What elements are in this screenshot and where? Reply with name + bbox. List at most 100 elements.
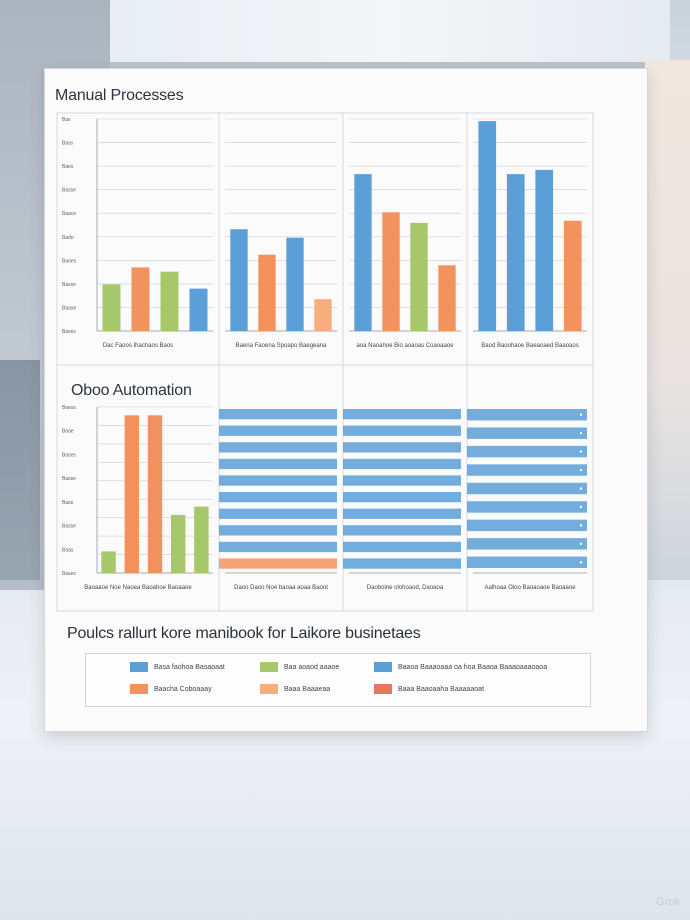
horizontal-bar xyxy=(343,508,461,519)
horizontal-bar xyxy=(343,475,461,486)
panel-caption: Baod Baoohaoe Baeaoaed Baaoaos xyxy=(481,343,578,349)
legend-swatch xyxy=(374,684,392,694)
horizontal-bar xyxy=(343,492,461,503)
bar xyxy=(438,265,456,331)
y-tick-label: Bases xyxy=(62,329,76,335)
chart-grid: Bases Baase Basse Banes Bado Baace Basse Baes Ba… xyxy=(56,112,594,612)
panel-caption: Baena Faoena Spoapo Baegeana xyxy=(236,343,327,349)
panel-caption: Aalhoaa Oloo Baoaoaoe Baoaaoe xyxy=(484,585,576,591)
legend-label: Baaa Baaaeaa xyxy=(284,685,331,693)
legend-swatch xyxy=(260,662,278,672)
section-title-automation: Oboo Automation xyxy=(71,382,192,399)
bar-marker xyxy=(579,468,583,472)
panel-caption: Daoboine olohoaod, Daoaoa xyxy=(367,585,444,591)
panel-caption: aoa Naoahoe Bio aoaoas Coaoaaoe xyxy=(356,343,454,349)
horizontal-bar xyxy=(219,541,337,553)
bar xyxy=(478,121,497,331)
horizontal-bar xyxy=(467,501,587,513)
bar-marker xyxy=(579,524,583,527)
horizontal-bar xyxy=(219,442,337,453)
y-tick-label: Bado xyxy=(62,235,74,241)
legend-label: Baaa Baaoaaha Baaaaaoat xyxy=(398,685,485,693)
y-tick-label: Basse xyxy=(62,188,76,194)
bar xyxy=(410,222,428,331)
y-tick-label: Baes xyxy=(62,164,74,170)
horizontal-bar xyxy=(343,541,461,553)
panel-caption: Dac Faoos Ihachaos Baos xyxy=(103,343,173,349)
legend-item: Baacha Coboaaay xyxy=(130,684,212,694)
bar xyxy=(102,284,121,331)
horizontal-bar xyxy=(343,525,461,536)
bar-marker xyxy=(579,413,583,416)
bar xyxy=(258,254,276,331)
horizontal-bar xyxy=(219,458,337,470)
bar xyxy=(101,551,116,573)
horizontal-bar xyxy=(343,458,461,470)
legend-item: Baa aoaod aaaoe xyxy=(260,662,339,672)
legend-label: Baaoa Baaaoaaa oa hoa Baaoa Baaaoaaaoaoa xyxy=(398,663,548,671)
horizontal-bar xyxy=(219,508,337,519)
legend-swatch xyxy=(260,684,278,694)
horizontal-bar xyxy=(219,409,337,420)
bar-marker xyxy=(579,561,583,564)
bar-marker xyxy=(579,450,583,453)
panel-frame-6 xyxy=(218,364,344,612)
background-window xyxy=(110,0,670,70)
horizontal-bar xyxy=(219,492,337,503)
bar xyxy=(160,271,179,331)
bar xyxy=(189,288,208,331)
horizontal-bar xyxy=(343,425,461,436)
horizontal-bar xyxy=(467,556,587,568)
bar xyxy=(382,212,400,331)
horizontal-bar xyxy=(219,558,337,569)
y-tick-label: Bases xyxy=(62,571,76,577)
y-tick-label: Basse xyxy=(62,476,76,482)
y-tick-label: Bas xyxy=(62,117,71,123)
legend-label: Baacha Coboaaay xyxy=(154,685,212,693)
legend-item: Baaa Baaoaaha Baaaaaoat xyxy=(374,684,484,694)
y-tick-label: Baae xyxy=(62,429,74,435)
legend-label: Baa aoaod aaaoe xyxy=(284,663,340,671)
horizontal-bar xyxy=(467,538,587,550)
bar xyxy=(131,267,150,331)
y-tick-label: Bass xyxy=(62,500,74,506)
horizontal-bar xyxy=(467,427,587,439)
horizontal-bar xyxy=(467,464,587,476)
legend-item: Basa faohoa Basaoaat xyxy=(130,662,225,672)
background-right xyxy=(645,60,690,580)
legend-item: Baaa Baaaeaa xyxy=(260,684,330,694)
horizontal-bar xyxy=(467,482,587,495)
panel-caption: Baoaaoe Noe Naoea Baoahoe Baoaaoe xyxy=(84,585,192,591)
panel-frame-7 xyxy=(342,364,468,612)
horizontal-bar xyxy=(467,409,587,421)
horizontal-bar xyxy=(343,558,461,569)
bar-marker xyxy=(579,431,583,435)
bar xyxy=(286,237,304,331)
horizontal-bar xyxy=(343,409,461,420)
horizontal-bar xyxy=(219,525,337,536)
legend-swatch xyxy=(130,662,148,672)
horizontal-bar xyxy=(219,475,337,486)
y-tick-label: Baace xyxy=(62,211,76,217)
bar xyxy=(124,415,139,573)
bar xyxy=(354,174,372,331)
bar xyxy=(230,229,248,331)
bar xyxy=(506,174,525,331)
legend-label: Basa faohoa Basaoaat xyxy=(154,663,225,671)
y-tick-label: Banes xyxy=(62,258,77,264)
horizontal-bar xyxy=(467,519,587,532)
y-tick-label: Basse xyxy=(62,524,76,530)
y-tick-label: Baess xyxy=(62,405,76,411)
y-tick-label: Baas xyxy=(62,547,74,553)
panel-caption: Daoo Daoo Noe baoaa aoaa Baoot xyxy=(234,585,328,591)
bar-marker xyxy=(579,487,583,490)
bar-marker xyxy=(579,505,583,509)
watermark: Grok xyxy=(656,896,680,908)
bar xyxy=(314,299,332,331)
background-shadow xyxy=(0,360,40,580)
y-tick-label: Bass xyxy=(62,141,74,147)
horizontal-bar xyxy=(219,425,337,436)
section-title-manual: Manual Processes xyxy=(55,87,184,104)
y-tick-label: Bases xyxy=(62,452,76,458)
horizontal-bar xyxy=(467,445,587,458)
